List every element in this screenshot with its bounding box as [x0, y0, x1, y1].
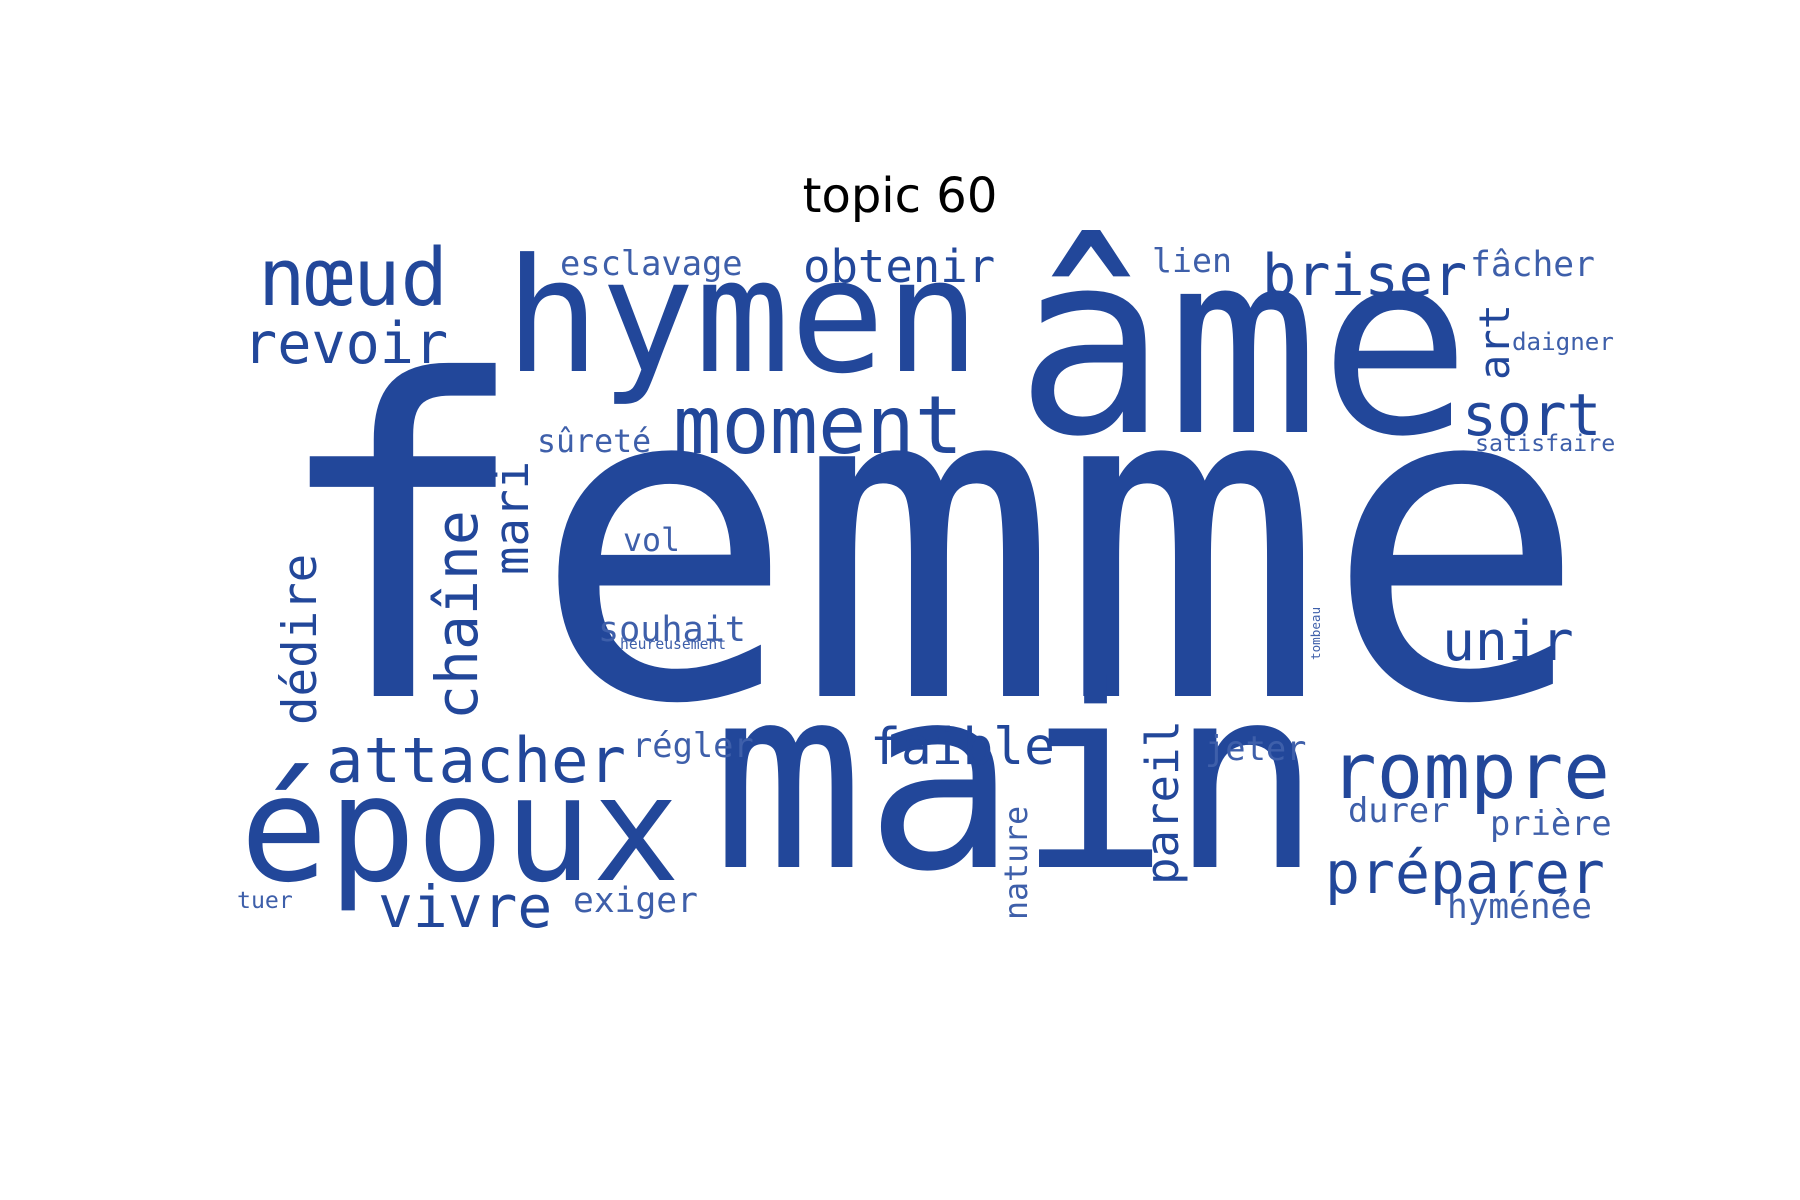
cloud-word: moment — [673, 377, 964, 472]
cloud-word: mari — [484, 460, 540, 575]
cloud-word: briser — [1262, 242, 1468, 309]
cloud-word: revoir — [243, 310, 449, 377]
cloud-word: attacher — [326, 723, 627, 797]
cloud-word: vivre — [378, 872, 553, 941]
cloud-word: hymen — [505, 225, 981, 409]
cloud-word: hyménée — [1447, 887, 1592, 928]
cloud-word: rompre — [1330, 726, 1610, 817]
cloud-word: faible — [870, 716, 1055, 777]
cloud-word: femme — [268, 289, 1588, 800]
cloud-word: heureusement — [620, 635, 727, 653]
cloud-word: jeter — [1205, 729, 1307, 769]
cloud-word: sûreté — [537, 424, 652, 461]
cloud-word: nature — [999, 805, 1036, 920]
cloud-word: satisfaire — [1475, 430, 1616, 458]
cloud-word: fâcher — [1470, 245, 1595, 286]
cloud-word: durer — [1348, 791, 1450, 831]
cloud-word: unir — [1442, 608, 1574, 673]
cloud-word: chaîne — [422, 510, 491, 720]
cloud-word: tuer — [237, 887, 293, 915]
cloud-word: pareil — [1135, 719, 1189, 885]
cloud-word: daigner — [1512, 327, 1614, 356]
cloud-word: sort — [1462, 380, 1602, 449]
cloud-word: dédire — [272, 553, 328, 725]
cloud-word: art — [1469, 303, 1519, 380]
cloud-word: souhait — [598, 609, 746, 651]
cloud-word: nœud — [258, 231, 448, 324]
cloud-word: époux — [240, 744, 681, 915]
chart-title: topic 60 — [802, 168, 998, 224]
cloud-word: main — [712, 632, 1322, 928]
cloud-word: prière — [1490, 804, 1612, 844]
cloud-word: vol — [623, 523, 681, 560]
cloud-word: obtenir — [803, 240, 996, 294]
cloud-word: exiger — [573, 881, 698, 922]
cloud-word: régler — [632, 726, 754, 766]
cloud-word: préparer — [1325, 838, 1605, 907]
cloud-word: esclavage — [560, 244, 743, 284]
cloud-word: âme — [1015, 197, 1472, 492]
cloud-word: lien — [1152, 241, 1232, 281]
cloud-word: tombeau — [1307, 606, 1323, 660]
